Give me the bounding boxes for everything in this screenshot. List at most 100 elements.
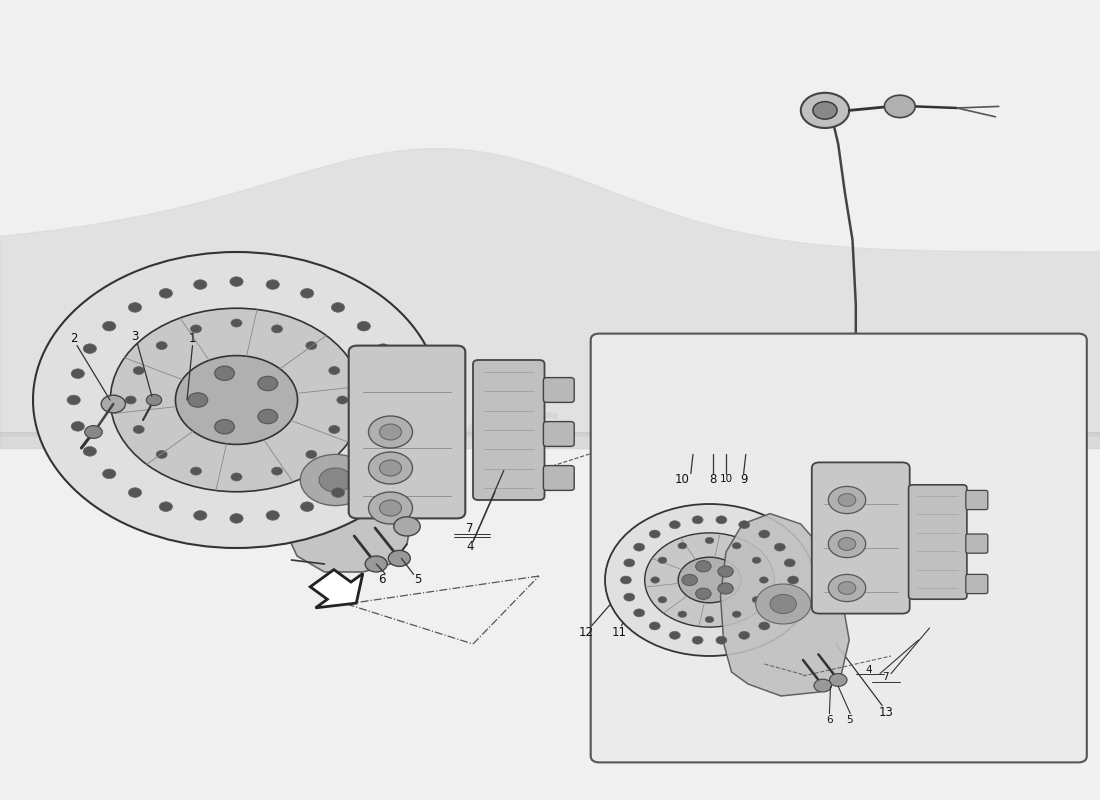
- Circle shape: [194, 280, 207, 290]
- Circle shape: [828, 574, 866, 602]
- Circle shape: [813, 102, 837, 119]
- Circle shape: [306, 450, 317, 458]
- Circle shape: [621, 489, 652, 511]
- Circle shape: [319, 468, 352, 492]
- Circle shape: [160, 289, 173, 298]
- Circle shape: [300, 454, 371, 506]
- Circle shape: [695, 588, 711, 599]
- Circle shape: [190, 325, 201, 333]
- Circle shape: [649, 530, 660, 538]
- Text: 13: 13: [879, 706, 894, 718]
- Circle shape: [388, 369, 401, 378]
- Circle shape: [645, 533, 774, 627]
- Circle shape: [388, 550, 410, 566]
- Text: 8: 8: [710, 473, 716, 486]
- Circle shape: [368, 492, 412, 524]
- Circle shape: [146, 394, 162, 406]
- Circle shape: [838, 582, 856, 594]
- Circle shape: [84, 446, 97, 456]
- Circle shape: [33, 252, 440, 548]
- Text: 9: 9: [740, 473, 747, 486]
- Circle shape: [663, 446, 690, 466]
- Circle shape: [102, 469, 116, 478]
- Text: justaparts: justaparts: [320, 403, 560, 445]
- Circle shape: [300, 502, 313, 511]
- FancyBboxPatch shape: [966, 490, 988, 510]
- Circle shape: [692, 636, 703, 644]
- Circle shape: [705, 538, 714, 544]
- Circle shape: [801, 93, 849, 128]
- Circle shape: [358, 469, 371, 478]
- Polygon shape: [310, 570, 363, 608]
- Text: 4: 4: [466, 540, 473, 553]
- Circle shape: [379, 500, 401, 516]
- Text: 6: 6: [378, 573, 385, 586]
- FancyBboxPatch shape: [543, 378, 574, 402]
- Circle shape: [214, 419, 234, 434]
- Circle shape: [331, 488, 344, 498]
- Circle shape: [716, 516, 727, 524]
- Circle shape: [379, 460, 401, 476]
- Circle shape: [784, 559, 795, 567]
- Text: 1: 1: [189, 332, 196, 345]
- Circle shape: [329, 366, 340, 374]
- Text: 10: 10: [674, 473, 690, 486]
- Circle shape: [331, 302, 344, 312]
- Circle shape: [368, 416, 412, 448]
- Circle shape: [759, 622, 770, 630]
- Circle shape: [736, 442, 751, 454]
- Circle shape: [231, 319, 242, 327]
- Circle shape: [67, 395, 80, 405]
- Circle shape: [838, 494, 856, 506]
- Circle shape: [759, 530, 770, 538]
- Circle shape: [160, 502, 173, 511]
- Circle shape: [695, 561, 711, 572]
- Circle shape: [388, 422, 401, 431]
- Text: 5: 5: [415, 573, 421, 586]
- Circle shape: [756, 584, 811, 624]
- FancyBboxPatch shape: [543, 466, 574, 490]
- Circle shape: [393, 395, 406, 405]
- Circle shape: [754, 444, 769, 455]
- Circle shape: [752, 597, 761, 603]
- Circle shape: [634, 609, 645, 617]
- Text: 7: 7: [882, 672, 889, 682]
- FancyBboxPatch shape: [473, 360, 544, 500]
- Circle shape: [176, 355, 297, 444]
- Circle shape: [828, 486, 866, 514]
- Circle shape: [784, 593, 795, 601]
- Circle shape: [133, 426, 144, 434]
- FancyBboxPatch shape: [812, 462, 910, 614]
- Circle shape: [752, 557, 761, 563]
- Text: 7: 7: [466, 522, 473, 534]
- Circle shape: [716, 636, 727, 644]
- FancyBboxPatch shape: [591, 334, 1087, 762]
- Circle shape: [774, 609, 785, 617]
- Circle shape: [365, 556, 387, 572]
- Circle shape: [624, 593, 635, 601]
- Text: 2: 2: [70, 332, 77, 345]
- FancyBboxPatch shape: [966, 534, 988, 554]
- Circle shape: [376, 446, 389, 456]
- Circle shape: [814, 679, 832, 692]
- Circle shape: [231, 473, 242, 481]
- Text: 6: 6: [826, 715, 833, 725]
- Circle shape: [669, 631, 680, 639]
- Circle shape: [272, 325, 283, 333]
- FancyBboxPatch shape: [652, 425, 701, 471]
- Circle shape: [72, 422, 85, 431]
- Circle shape: [705, 442, 720, 454]
- Circle shape: [733, 611, 741, 618]
- Circle shape: [266, 280, 279, 290]
- Polygon shape: [720, 514, 849, 696]
- Circle shape: [266, 510, 279, 520]
- Circle shape: [718, 444, 734, 455]
- FancyBboxPatch shape: [543, 422, 574, 446]
- Circle shape: [828, 530, 866, 558]
- Circle shape: [739, 631, 750, 639]
- Circle shape: [129, 302, 142, 312]
- Circle shape: [306, 342, 317, 350]
- Circle shape: [337, 396, 348, 404]
- FancyBboxPatch shape: [966, 574, 988, 594]
- Circle shape: [884, 95, 915, 118]
